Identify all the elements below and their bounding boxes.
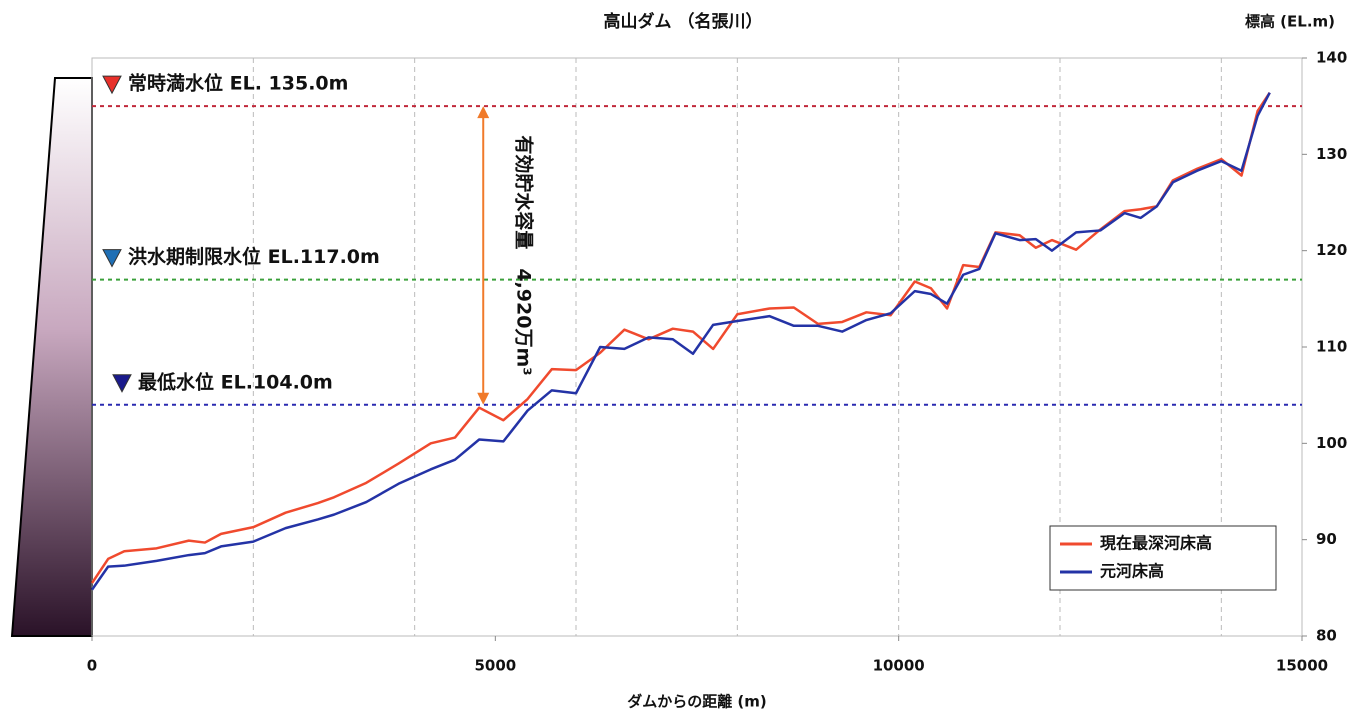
x-tick-label: 0 (87, 657, 97, 675)
y-tick-label: 110 (1316, 338, 1347, 356)
legend-label: 現在最深河床高 (1100, 534, 1212, 553)
y-tick-label: 90 (1316, 530, 1337, 548)
dam-shape (12, 78, 92, 636)
y-tick-label: 100 (1316, 434, 1347, 452)
level-marker (103, 76, 121, 93)
arrow-head (477, 106, 489, 118)
y-tick-label: 80 (1316, 627, 1337, 645)
chart: 高山ダム （名張川） 標高 (EL.m) ダムからの距離 (m) 0 5000 10… (0, 0, 1361, 716)
series-line (92, 93, 1270, 583)
y-tick-label: 140 (1316, 49, 1347, 67)
x-tick-label: 15000 (1276, 657, 1328, 675)
level-marker (113, 375, 131, 392)
y-tick-label: 130 (1316, 145, 1347, 163)
legend-label: 元河床高 (1100, 562, 1164, 581)
reference-label: 常時満水位 EL. 135.0m (128, 72, 348, 95)
level-marker (103, 250, 121, 267)
y-axis-label: 標高 (EL.m) (1245, 13, 1335, 31)
reference-label: 最低水位 EL.104.0m (138, 370, 333, 393)
arrow-head (477, 393, 489, 405)
y-tick-label: 120 (1316, 241, 1347, 259)
reference-label: 洪水期制限水位 EL.117.0m (128, 245, 380, 268)
series-line (92, 93, 1270, 590)
x-tick-label: 10000 (873, 657, 925, 675)
storage-label: 有効貯水容量 4,920万m³ (513, 135, 536, 375)
x-tick-label: 5000 (474, 657, 516, 675)
x-axis-label: ダムからの距離 (m) (627, 693, 767, 711)
chart-title: 高山ダム （名張川） (604, 11, 763, 32)
